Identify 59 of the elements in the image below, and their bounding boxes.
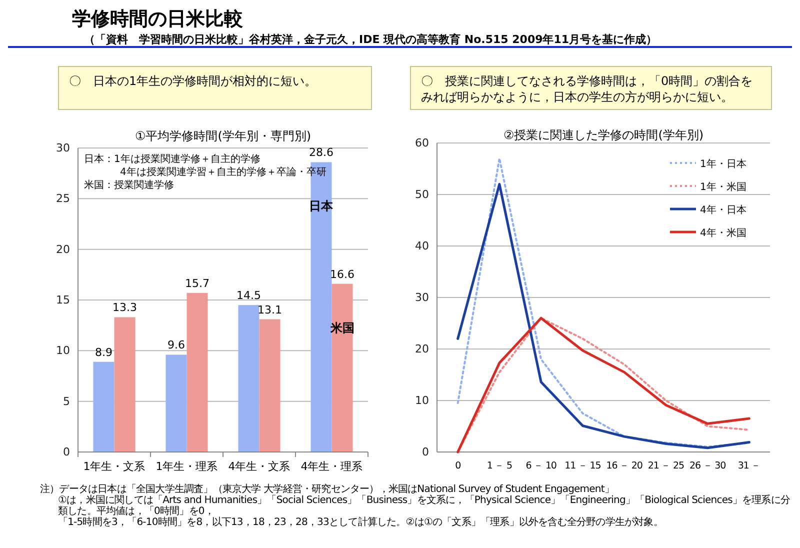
data-label: 14.5: [236, 289, 261, 302]
text: （「資料 学習時間の日米比較」谷村英洋，金子元久，IDE 現代の高等教育 No.515 2009年11月号を基に作成）: [84, 32, 658, 47]
x-tick-label: 16 － 20: [606, 460, 643, 472]
x-tick-label: 1年生・文系: [83, 460, 146, 473]
data-label: 28.6: [308, 146, 334, 160]
x-tick-label: 4年生・文系: [228, 460, 290, 473]
y-tick-label: 40: [415, 240, 429, 253]
text: 〇 授業に関連してなされる学修時間は，「0時間」の割合をみれば明らかなように，日本の学生の方が明らかに短い。: [410, 66, 772, 110]
y-tick-label: 30: [415, 291, 429, 304]
annotation: 米国：授業関連学修: [84, 179, 174, 191]
y-tick-label: 25: [56, 192, 70, 206]
chart-title: ②授業に関連した学修の時間(学年別): [503, 128, 704, 142]
legend-label: 4年・米国: [700, 227, 746, 239]
bar: [93, 362, 114, 452]
data-label: 8.9: [94, 346, 112, 359]
bar: [238, 305, 260, 452]
bar: [259, 319, 280, 452]
x-tick-label: 31 －: [738, 460, 761, 472]
annotation: 日本：1年は授業関連学修＋自主的学修: [84, 153, 260, 165]
x-tick-label: 11 － 15: [564, 460, 602, 472]
x-tick-label: 6 － 10: [526, 460, 557, 472]
data-label: 15.7: [185, 276, 210, 290]
text: 注）データは日本は「全国大学生調査」（東京大学 大学経営・研究センター），米国はNational Survey of Student Engagement」: [40, 484, 615, 495]
text: ①は，米国に関しては「Arts and Humanities」「Social Sciences」「Business」を文系に，「Physical Science」「Engineering」「Biological Sciences」を理系に分類した。平均値は，「0時間」を0，: [57, 495, 790, 517]
x-tick-label: 21 － 25: [648, 460, 684, 472]
y-tick-label: 50: [415, 188, 429, 202]
series-label: 米国: [329, 320, 354, 335]
data-label: 16.6: [330, 268, 355, 281]
legend-label: 1年・日本: [700, 158, 746, 170]
y-tick-label: 5: [63, 394, 70, 408]
y-tick-label: 20: [415, 342, 429, 356]
bar: [114, 317, 136, 452]
data-label: 9.6: [167, 338, 185, 352]
x-tick-label: 1 － 5: [486, 460, 513, 472]
y-tick-label: 10: [415, 394, 429, 408]
bar: [186, 292, 208, 452]
y-tick-label: 30: [56, 142, 70, 155]
chart-title: ①平均学修時間(学年別・専門別): [134, 129, 312, 143]
text: 「1-5時間を3，「6-10時間」を8，以下13，18，23，28，33として計算した。②は①の「文系」「理系」以外を含む全分野の学生が対象。: [57, 517, 664, 528]
y-tick-label: 0: [63, 446, 70, 459]
y-tick-label: 20: [56, 242, 70, 256]
text: 学修時間の日米比較: [72, 7, 243, 32]
bar: [166, 354, 187, 452]
series-label: 日本: [309, 199, 334, 214]
legend-label: 1年・米国: [700, 181, 746, 193]
text: 〇 日本の1年生の学修時間が相対的に短い。: [58, 66, 372, 110]
data-label: 13.1: [258, 303, 282, 316]
y-tick-label: 15: [56, 294, 70, 307]
annotation: 4年は授業関連学習＋自主的学修＋卒論・卒研: [120, 166, 326, 178]
bar: [332, 284, 353, 452]
y-tick-label: 0: [422, 446, 429, 459]
y-tick-label: 10: [56, 344, 70, 358]
x-tick-label: 1年生・理系: [156, 460, 218, 473]
x-tick-label: 26 － 30: [690, 460, 726, 472]
legend-label: 4年・日本: [700, 204, 746, 216]
y-tick-label: 60: [415, 136, 429, 150]
x-tick-label: 4年生・理系: [300, 460, 363, 473]
data-label: 13.3: [112, 301, 138, 314]
x-tick-label: 0: [455, 460, 462, 472]
